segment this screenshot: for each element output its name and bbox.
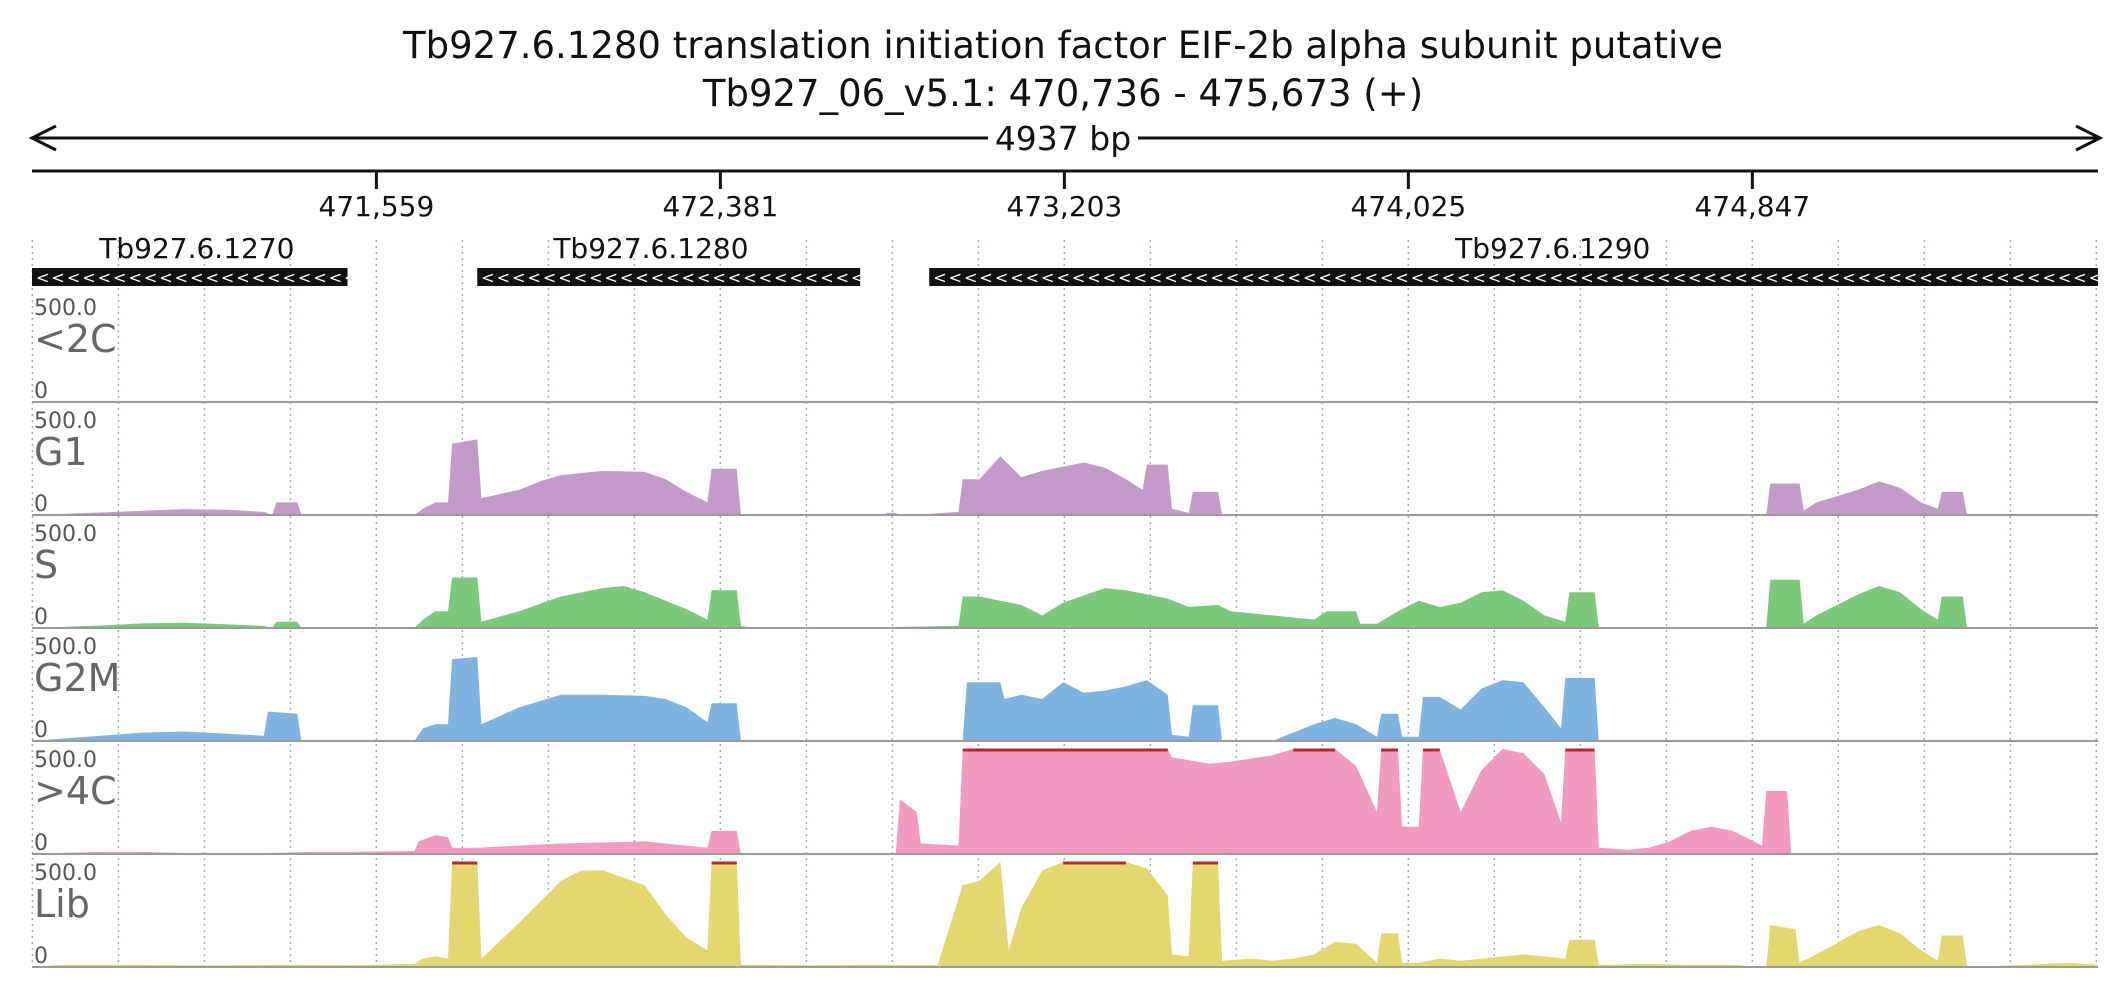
- track-name: Lib: [34, 882, 90, 926]
- x-tick-label-5: 474,847: [1694, 190, 1810, 223]
- track-ymin-label: 0: [34, 944, 48, 969]
- gene-label: Tb927.6.1270: [98, 232, 294, 265]
- x-tick-label-2: 472,381: [662, 190, 778, 223]
- track-g1: 500.0G1 0: [32, 409, 2098, 517]
- track-s: 500.0S 0: [32, 522, 2098, 630]
- gene-track: <<<<<<<<<<<<<<<<<<<<<Tb927.6.1270<<<<<<<…: [32, 232, 2126, 287]
- gene-body: [929, 268, 2098, 286]
- gene-label: Tb927.6.1290: [1454, 232, 1650, 265]
- track-ymax-label: 500.0: [34, 522, 97, 547]
- coverage-area: [32, 657, 2098, 741]
- track-ymax-label: 500.0: [34, 748, 97, 773]
- track-4c: 500.0>4C 0: [32, 748, 2098, 856]
- x-tick-label-1: 471,559: [319, 190, 435, 223]
- gene-strand-arrows: <<<<<<<<<<<<<<<<<<<<<: [36, 268, 360, 287]
- coverage-area: [32, 439, 2098, 515]
- chart-subtitle: Tb927_06_v5.1: 470,736 - 475,673 (+): [702, 72, 1423, 115]
- gene-1: <<<<<<<<<<<<<<<<<<<<< Tb927.6.1270: [32, 232, 360, 287]
- x-tick-label-4: 474,025: [1350, 190, 1466, 223]
- coverage-area: [32, 862, 2098, 967]
- coverage-area: [32, 577, 2098, 628]
- track-ymin-label: 0: [34, 605, 48, 630]
- chart-title: Tb927.6.1280 translation initiation fact…: [402, 24, 1723, 67]
- track-name: S: [34, 543, 58, 587]
- track-2c: 500.0<2C 0: [32, 296, 2098, 404]
- coverage-area: [32, 749, 2098, 854]
- gene-2: <<<<<<<<<<<<<<<<<<<<<<<<< Tb927.6.1280: [477, 232, 866, 287]
- gene-label: Tb927.6.1280: [552, 232, 748, 265]
- coverage-tracks: 500.0<2C0500.0G10500.0S0500.0G2M0500.0>4…: [32, 296, 2098, 969]
- track-ymin-label: 0: [34, 492, 48, 517]
- track-name: G2M: [34, 656, 120, 700]
- gene-body: [477, 268, 861, 286]
- track-ymax-label: 500.0: [34, 409, 97, 434]
- span-label: 4937 bp: [995, 119, 1131, 158]
- gene-3: <<<<<<<<<<<<<<<<<<<<<<<<<<<<<<<<<<<<<<<<…: [929, 232, 2126, 287]
- track-ymax-label: 500.0: [34, 635, 97, 660]
- track-ymin-label: 0: [34, 718, 48, 743]
- track-ymin-label: 0: [34, 831, 48, 856]
- track-ymax-label: 500.0: [34, 861, 97, 886]
- gene-strand-arrows: <<<<<<<<<<<<<<<<<<<<<<<<<<<<<<<<<<<<<<<<…: [933, 268, 2126, 287]
- track-ymax-label: 500.0: [34, 296, 97, 321]
- track-ymin-label: 0: [34, 379, 48, 404]
- gene-strand-arrows: <<<<<<<<<<<<<<<<<<<<<<<<<: [481, 268, 866, 287]
- coordinate-axis: 471,559 472,381 473,203 474,025 474,847: [32, 169, 2098, 223]
- gene-body: [32, 268, 348, 286]
- track-name: >4C: [34, 769, 117, 813]
- x-tick-label-3: 473,203: [1006, 190, 1122, 223]
- span-arrow: 4937 bp: [28, 118, 2104, 158]
- track-name: <2C: [34, 317, 117, 361]
- track-name: G1: [34, 430, 88, 474]
